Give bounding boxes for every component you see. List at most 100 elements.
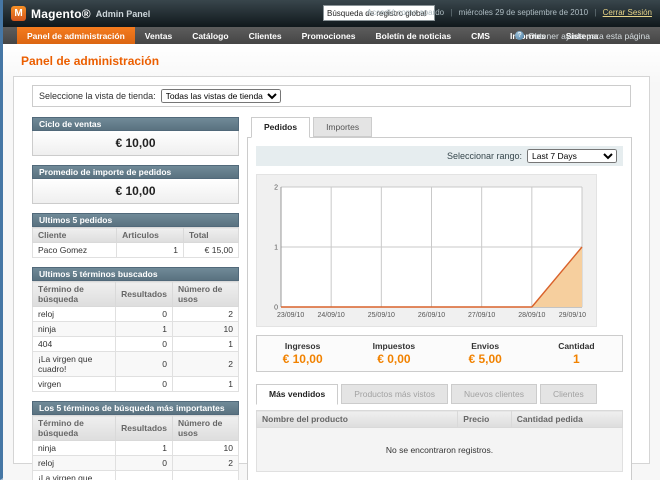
table-row[interactable]: ninja 1 10 (31, 321, 240, 337)
avg-order-value: € 10,00 (32, 179, 239, 204)
tab-2[interactable]: Nuevos clientes (451, 384, 538, 404)
nav-item-3[interactable]: Clientes (248, 30, 282, 41)
brand-suffix: Admin Panel (95, 8, 151, 19)
logout-link[interactable]: Cerrar Sesión (602, 8, 652, 17)
avg-order-widget: Promedio de importe de pedidos € 10,00 (32, 165, 239, 204)
column-header: Número de usos (171, 415, 240, 441)
nav-item-8[interactable]: Sistema (565, 30, 599, 41)
svg-text:24/09/10: 24/09/10 (318, 312, 345, 319)
session-info: Accedió como apardo | miércoles 29 de se… (366, 8, 652, 17)
column-header: Resultados (115, 415, 173, 441)
logged-in-as: Accedió como apardo (366, 8, 445, 17)
help-icon (515, 31, 525, 40)
magento-logo-icon (11, 6, 26, 21)
column-header: Nombre del producto (255, 410, 459, 428)
tab-3[interactable]: Clientes (540, 384, 597, 404)
last-search-terms-table: Término de búsqueda Resultados Número de u… (31, 281, 240, 392)
totals-bar: Ingresos € 10,00 Impuestos € 0,00 Envios € 5,… (256, 335, 623, 372)
global-search-input[interactable] (323, 5, 435, 21)
nav-item-1[interactable]: Ventas (144, 30, 173, 41)
nav-item-0[interactable]: Panel de administración (17, 27, 135, 44)
last-orders-widget: Ultimos 5 pedidos Cliente Articulos Total P… (31, 213, 240, 258)
svg-text:2: 2 (274, 185, 278, 192)
dashboard-sidebar: Ciclo de ventas € 10,00 Promedio de impo… (31, 117, 240, 480)
dashboard-main: Pedidos Importes Seleccionar rango: Last … (247, 117, 632, 480)
table-row[interactable]: Paco Gomez 1 € 15,00 (31, 242, 240, 258)
nav-item-5[interactable]: Boletín de noticias (375, 30, 452, 41)
store-view-selector: Seleccione la vista de tienda: Todas las… (32, 85, 631, 107)
column-header: Resultados (115, 281, 173, 307)
table-row[interactable]: ¡La virgen que cuadro!02 (31, 470, 240, 480)
table-row[interactable]: virgen 0 1 (31, 376, 240, 392)
store-view-select[interactable]: Todas las vistas de tienda (160, 89, 281, 103)
table-row[interactable]: reloj 0 2 (31, 455, 240, 471)
tab-1[interactable]: Productos más vistos (341, 384, 448, 404)
tab-1[interactable]: Importes (313, 117, 373, 137)
current-date: miércoles 29 de septiembre de 2010 (458, 8, 589, 17)
orders-chart: 0 1 2 23/09/10 24/09/10 25/09/10 26/09/10 27/09… (274, 185, 586, 320)
range-label: Seleccionar rango: (446, 151, 522, 161)
nav-item-6[interactable]: CMS (471, 30, 490, 41)
sales-cycle-widget: Ciclo de ventas € 10,00 (32, 117, 239, 156)
column-header: Articulos (116, 227, 184, 243)
sales-cycle-value: € 10,00 (32, 131, 239, 156)
main-nav: Panel de administración Ventas Catálogo Cli… (3, 27, 660, 44)
bestsellers-table: Nombre del producto Precio Cantidad pedida… (255, 410, 624, 472)
widget-title: Ultimos 5 términos buscados (32, 267, 239, 281)
column-header: Cantidad pedida (510, 410, 624, 428)
column-header: Total (182, 227, 240, 243)
app-header: Magento® Admin Panel Accedió como apardo… (3, 0, 660, 27)
top-search-terms-widget: Los 5 términos de búsqueda más important… (31, 401, 240, 480)
orders-chart-box: 0 1 2 23/09/10 24/09/10 25/09/10 26/09/10 27/09… (256, 174, 597, 327)
column-header: Precio (457, 410, 512, 428)
tab-0[interactable]: Más vendidos (256, 384, 339, 405)
nav-item-7[interactable]: Informes (509, 30, 546, 41)
orders-amounts-tabs: Pedidos Importes (247, 117, 632, 138)
page-title: Panel de administración (21, 54, 160, 68)
tab-0[interactable]: Pedidos (251, 117, 311, 138)
empty-row: No se encontraron registros. (256, 427, 623, 472)
svg-text:26/09/10: 26/09/10 (418, 312, 445, 319)
svg-text:25/09/10: 25/09/10 (368, 312, 395, 319)
empty-message: No se encontraron registros. (256, 427, 623, 472)
svg-text:27/09/10: 27/09/10 (468, 312, 495, 319)
column-header: Término de búsqueda (31, 415, 117, 441)
stat-ingresos: Ingresos € 10,00 (282, 341, 323, 366)
stat-impuestos: Impuestos € 0,00 (372, 341, 416, 366)
orders-panel: Seleccionar rango: Last 7 Days 0 1 2 23/09/… (247, 138, 632, 480)
table-row[interactable]: 404 0 1 (31, 336, 240, 352)
table-row[interactable]: reloj 0 2 (31, 306, 240, 322)
svg-text:29/09/10: 29/09/10 (559, 312, 586, 319)
last-orders-table: Cliente Articulos Total Paco Gomez 1 € 15,00 (31, 227, 240, 258)
reports-tabs: Más vendidos Productos más vistos Nuevos c… (256, 384, 623, 405)
column-header: Número de usos (171, 281, 240, 307)
range-bar: Seleccionar rango: Last 7 Days (256, 146, 623, 166)
column-header: Cliente (31, 227, 118, 243)
column-header: Término de búsqueda (31, 281, 117, 307)
nav-item-4[interactable]: Promociones (301, 30, 356, 41)
last-search-terms-widget: Ultimos 5 términos buscados Término de b… (31, 267, 240, 392)
svg-text:1: 1 (274, 245, 278, 252)
help-link[interactable]: Obtener ayuda para esta página (515, 27, 650, 44)
page-content: Panel de administración Seleccione la vi… (3, 44, 660, 480)
svg-text:28/09/10: 28/09/10 (518, 312, 545, 319)
widget-title: Ciclo de ventas (32, 117, 239, 131)
top-search-terms-table: Término de búsqueda Resultados Número de u… (31, 415, 240, 480)
svg-text:0: 0 (274, 305, 278, 312)
help-label: Obtener ayuda para esta página (528, 30, 650, 41)
svg-text:23/09/10: 23/09/10 (277, 312, 304, 319)
stat-cantidad: Cantidad 1 (558, 341, 595, 366)
dashboard-wrapper: Seleccione la vista de tienda: Todas las… (13, 76, 650, 480)
widget-title: Promedio de importe de pedidos (32, 165, 239, 179)
nav-item-2[interactable]: Catálogo (192, 30, 229, 41)
widget-title: Los 5 términos de búsqueda más important… (32, 401, 239, 415)
store-view-label: Seleccione la vista de tienda: (39, 91, 156, 101)
brand: Magento® Admin Panel (11, 6, 150, 21)
table-row[interactable]: ninja 1 10 (31, 440, 240, 456)
widget-title: Ultimos 5 pedidos (32, 213, 239, 227)
brand-name: Magento® (31, 6, 91, 21)
range-select[interactable]: Last 7 Days (527, 149, 617, 163)
nav-items: Panel de administración Ventas Catálogo Cli… (17, 27, 608, 44)
